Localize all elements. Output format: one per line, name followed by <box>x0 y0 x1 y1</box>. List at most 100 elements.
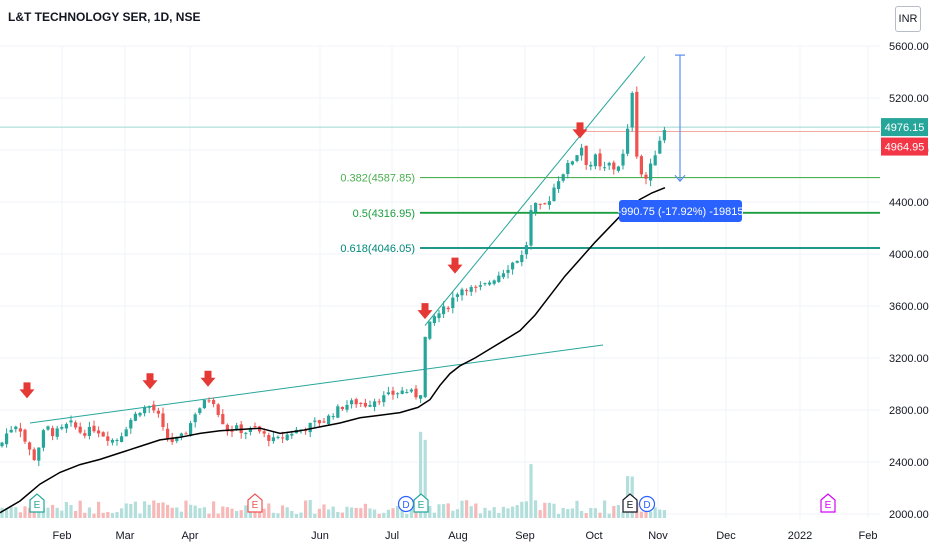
earnings-marker-icon <box>247 493 263 513</box>
candle-body <box>92 425 96 432</box>
volume-bar <box>336 511 340 518</box>
candle-body <box>64 424 68 429</box>
candle-body <box>350 400 354 405</box>
volume-bar <box>575 500 579 518</box>
candle-body <box>28 442 32 450</box>
candle-body <box>552 187 556 202</box>
volume-bar <box>9 507 13 518</box>
candle-body <box>534 202 538 213</box>
candle-body <box>18 428 22 432</box>
candle-body <box>566 162 570 175</box>
candle-body <box>580 147 584 156</box>
candle-body <box>143 407 147 414</box>
candle-body <box>391 390 395 395</box>
candle-body <box>235 425 239 431</box>
currency-button[interactable]: INR <box>895 6 921 32</box>
y-tick-label: 4000.00 <box>889 249 929 261</box>
candle-body <box>382 395 386 403</box>
volume-bar <box>129 503 133 518</box>
volume-bar <box>14 507 18 518</box>
candle-body <box>515 260 519 263</box>
candle-body <box>83 433 87 436</box>
y-tick-label: 2800.00 <box>889 405 929 417</box>
fib-levels[interactable]: 0.382(4587.85) 0.5(4316.95) 0.618(4046.05) <box>340 173 880 255</box>
volume-bar <box>248 512 252 518</box>
candle-body <box>340 406 344 410</box>
x-tick-label: Jun <box>311 530 329 542</box>
trend-channel[interactable] <box>29 56 646 424</box>
down-arrow-icon <box>142 373 158 390</box>
candle-body <box>129 419 133 429</box>
volume-bar <box>405 513 409 518</box>
candle-body <box>101 432 105 437</box>
candle-body <box>575 155 579 162</box>
volume-bar <box>612 506 616 518</box>
chart-title: L&T TECHNOLOGY SER, 1D, NSE <box>8 10 201 24</box>
candle-body <box>74 422 78 428</box>
candle-body <box>377 401 381 403</box>
price-axis[interactable]: 5600.005200.004800.004400.004000.003600.… <box>53 41 929 542</box>
volume-bar <box>120 508 124 518</box>
candle-body <box>621 153 625 166</box>
volume-bar <box>607 513 611 518</box>
candle-body <box>110 439 114 443</box>
volume-bar <box>37 510 41 518</box>
candle-body <box>584 145 588 166</box>
volume-bar <box>313 513 317 518</box>
candle-body <box>276 436 280 438</box>
event-marker-label: D <box>402 500 409 511</box>
x-tick-label: Feb <box>53 530 72 542</box>
volume-bar <box>363 503 367 518</box>
volume-bar <box>133 501 137 518</box>
candle-body <box>166 428 170 439</box>
volume-bar <box>322 504 326 518</box>
candle-body <box>520 254 524 263</box>
candle-body <box>37 447 41 461</box>
candle-body <box>409 389 413 392</box>
volume-bar <box>193 505 197 518</box>
candle-body <box>396 393 400 395</box>
candle-body <box>543 203 547 205</box>
candle-body <box>432 316 436 324</box>
candle-body <box>14 426 18 430</box>
candle-body <box>451 297 455 309</box>
volume-bar <box>225 507 229 518</box>
volume-bar <box>308 500 312 518</box>
candle-body <box>359 402 363 404</box>
candle-body <box>230 430 234 432</box>
volume-bar <box>483 507 487 518</box>
volume-bar <box>23 506 27 518</box>
volume-bar <box>359 508 363 518</box>
measure-tool[interactable]: -990.75 (-17.92%) -19815 <box>618 54 744 222</box>
down-arrow-icon <box>19 382 35 399</box>
volume-bar <box>331 506 335 518</box>
candle-body <box>327 415 331 424</box>
volume-bar <box>92 513 96 518</box>
earnings-marker-icon <box>413 493 429 513</box>
candle-body <box>488 282 492 285</box>
x-tick-label: Feb <box>859 530 878 542</box>
candle-body <box>304 430 308 432</box>
volume-bar <box>589 507 593 518</box>
candles <box>0 86 666 467</box>
candle-body <box>598 153 602 167</box>
x-tick-label: Sep <box>515 530 535 542</box>
volume-bar <box>290 510 294 518</box>
volume-bar <box>97 501 101 518</box>
volume-bar <box>428 506 432 518</box>
x-tick-label: Aug <box>448 530 468 542</box>
candle-body <box>55 428 59 437</box>
candle-body <box>299 429 303 431</box>
candle-body <box>644 174 648 179</box>
candle-body <box>455 294 459 297</box>
fib-label: 0.382(4587.85) <box>340 173 415 185</box>
volume-bar <box>340 512 344 518</box>
volume-bar <box>0 507 4 518</box>
candle-body <box>290 433 294 436</box>
candle-body <box>32 449 36 461</box>
candle-body <box>147 406 151 408</box>
volume-bar <box>662 510 666 518</box>
candle-body <box>331 416 335 418</box>
